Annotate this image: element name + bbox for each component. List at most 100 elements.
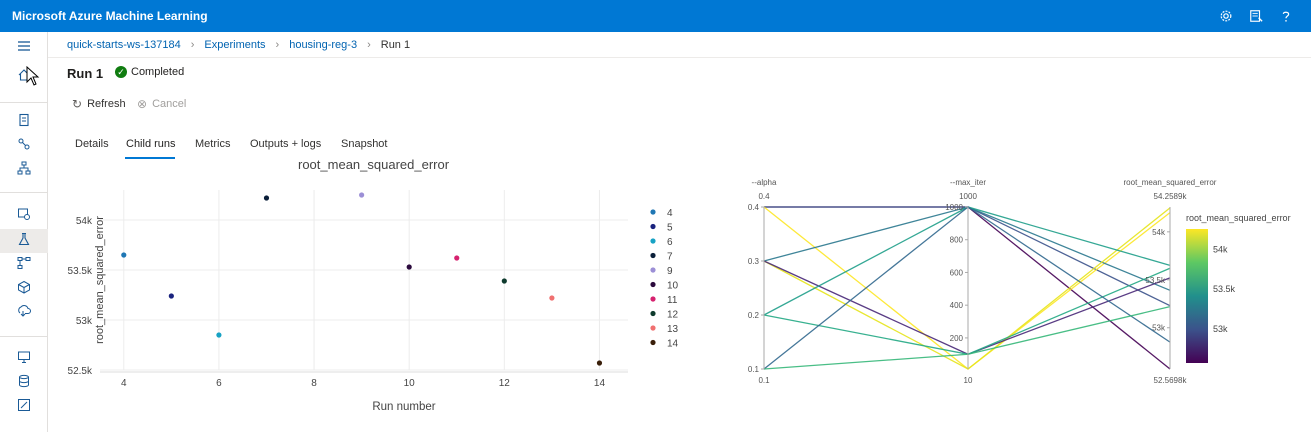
axis-tick-label: 200 — [950, 334, 964, 343]
axis-range-min: 52.5698k — [1154, 376, 1188, 385]
axis-tick-label: 0.3 — [748, 257, 760, 266]
legend-marker — [650, 296, 656, 302]
status-text: Completed — [131, 66, 185, 78]
legend-label: 12 — [667, 310, 679, 321]
designer-icon[interactable] — [14, 158, 34, 178]
colorbar-tick-label: 54k — [1213, 245, 1228, 255]
x-tick-label: 4 — [121, 378, 127, 389]
colorbar-tick-label: 53.5k — [1213, 284, 1236, 294]
y-axis-label: root_mean_squared_error — [94, 216, 106, 344]
legend-marker — [650, 267, 656, 273]
y-tick-label: 54k — [76, 216, 93, 227]
data-point — [549, 295, 555, 301]
data-line — [763, 206, 1171, 370]
datasets-icon[interactable] — [14, 204, 34, 224]
x-tick-label: 12 — [499, 378, 511, 389]
data-line — [763, 206, 1171, 291]
endpoints-icon[interactable] — [14, 301, 34, 321]
axis-title: --alpha — [752, 178, 777, 187]
legend-label: 13 — [667, 324, 679, 335]
data-point — [121, 252, 127, 258]
legend-label: 9 — [667, 266, 673, 277]
axis-tick-label: 800 — [950, 236, 964, 245]
nav-divider — [0, 192, 48, 193]
axis-tick-label: 53k — [1152, 324, 1166, 333]
axis-tick-label: 600 — [950, 268, 964, 277]
axis-range-max: 1000 — [959, 192, 977, 201]
cancel-label: Cancel — [152, 98, 187, 110]
y-tick-label: 53.5k — [68, 266, 93, 277]
tab-snapshot[interactable]: Snapshot — [341, 138, 388, 150]
datastores-icon[interactable] — [14, 371, 34, 391]
experiments-icon[interactable] — [14, 229, 34, 249]
legend-label: 6 — [667, 237, 673, 248]
axis-tick-label: 1000 — [945, 203, 963, 212]
help-icon[interactable] — [1271, 0, 1301, 32]
refresh-button[interactable]: ↻ Refresh — [72, 97, 126, 111]
axis-range-max: 0.4 — [758, 192, 770, 201]
colorbar-tick-label: 53k — [1213, 324, 1228, 334]
x-tick-label: 14 — [594, 378, 606, 389]
axis-range-min: 10 — [964, 376, 973, 385]
colorbar-title: root_mean_squared_error — [1186, 213, 1291, 223]
data-line — [763, 206, 1171, 316]
breadcrumb-experiment[interactable]: housing-reg-3 — [289, 39, 358, 51]
data-point — [168, 293, 174, 299]
axis-tick-label: 54k — [1152, 228, 1166, 237]
legend-marker — [650, 339, 656, 346]
nav-divider — [0, 102, 48, 103]
pipelines-icon[interactable] — [14, 253, 34, 273]
data-line — [763, 267, 1171, 355]
tab-child-runs[interactable]: Child runs — [126, 138, 176, 150]
notebook-icon[interactable] — [14, 110, 34, 130]
y-tick-label: 53k — [76, 316, 93, 327]
axis-title: --max_iter — [950, 178, 986, 187]
axis-tick-label: 400 — [950, 301, 964, 310]
axis-range-max: 54.2589k — [1154, 192, 1188, 201]
legend-marker — [650, 238, 656, 244]
tab-outputs-logs[interactable]: Outputs + logs — [250, 138, 322, 150]
axis-tick-label: 53.5k — [1145, 276, 1166, 285]
legend-marker — [650, 281, 656, 288]
breadcrumb-workspace[interactable]: quick-starts-ws-137184 — [67, 39, 181, 51]
legend-marker — [650, 325, 656, 331]
gear-icon[interactable] — [1211, 0, 1241, 32]
legend-marker — [650, 252, 656, 259]
breadcrumb-divider — [48, 57, 1311, 58]
legend-label: 14 — [667, 339, 679, 350]
scatter-chart: 52.5k 53k 53.5k 54k 4 6 8 10 12 14 Run number root_… — [68, 190, 679, 413]
hamburger-icon[interactable] — [14, 36, 34, 56]
legend-label: 7 — [667, 252, 673, 263]
compute-icon[interactable] — [14, 347, 34, 367]
chevron-right-icon: › — [275, 39, 280, 51]
active-tab-indicator — [125, 157, 175, 159]
chevron-right-icon: › — [367, 39, 371, 51]
tab-details[interactable]: Details — [75, 138, 109, 150]
data-point — [406, 264, 412, 270]
data-line — [763, 260, 1171, 355]
colorbar — [1186, 229, 1208, 363]
data-line — [763, 206, 1171, 370]
status-badge: ✓ Completed — [115, 66, 184, 78]
data-point — [454, 255, 460, 261]
breadcrumb-experiments[interactable]: Experiments — [204, 39, 266, 51]
axis-tick-label: 0.2 — [748, 311, 760, 320]
x-tick-label: 10 — [404, 378, 416, 389]
y-tick-label: 52.5k — [68, 366, 93, 377]
breadcrumb-run: Run 1 — [380, 39, 411, 51]
nav-divider — [0, 336, 48, 337]
x-axis-label: Run number — [372, 401, 435, 413]
cancel-icon: ⊗ — [137, 97, 148, 111]
tab-metrics[interactable]: Metrics — [195, 138, 231, 150]
mouse-cursor-icon — [26, 66, 40, 86]
axis-tick-label: 0.1 — [748, 365, 760, 374]
cancel-button[interactable]: ⊗ Cancel — [137, 97, 186, 111]
models-icon[interactable] — [14, 277, 34, 297]
axis-title: root_mean_squared_error — [1124, 178, 1217, 187]
refresh-label: Refresh — [87, 98, 126, 110]
feedback-icon[interactable] — [1241, 0, 1271, 32]
labeling-icon[interactable] — [14, 395, 34, 415]
automl-icon[interactable] — [14, 134, 34, 154]
data-line — [764, 206, 1171, 370]
legend-marker — [650, 223, 656, 230]
